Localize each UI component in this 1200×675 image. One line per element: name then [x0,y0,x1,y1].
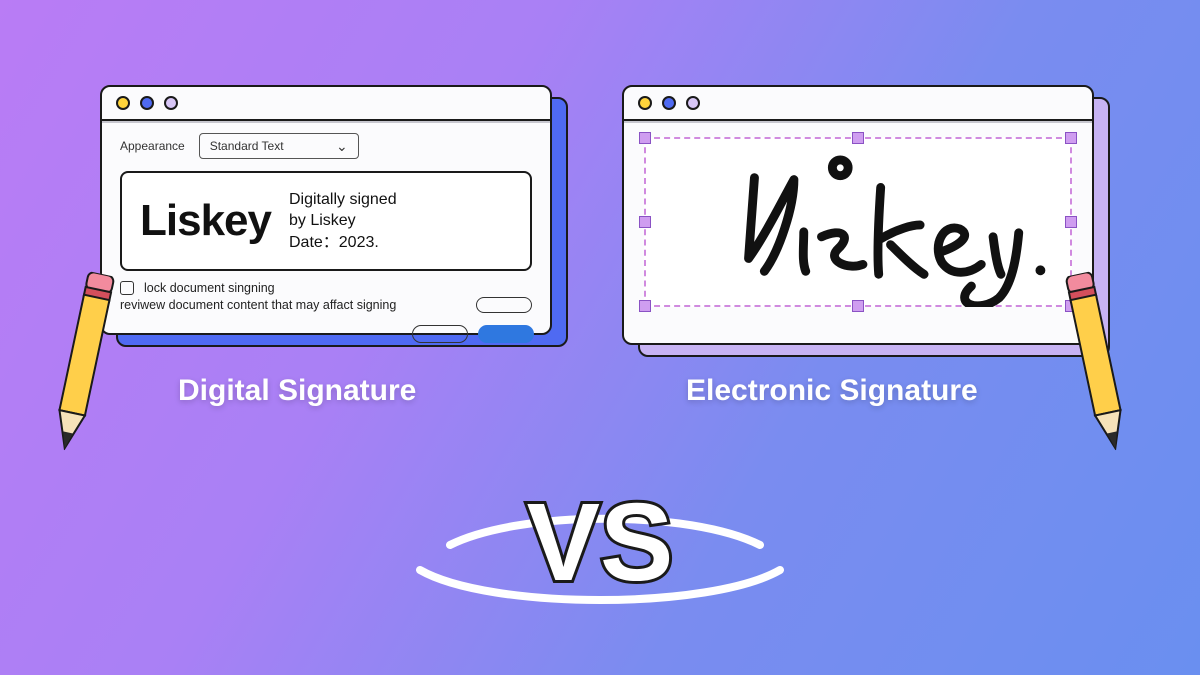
review-note: reviwew document content that may affact… [120,298,464,312]
signature-meta-line: Date：2023. [289,232,397,254]
traffic-light-blue-icon[interactable] [140,96,154,110]
dialog-actions [412,325,534,343]
electronic-signature-window [622,85,1094,345]
signature-meta: Digitally signed by Liskey Date：2023. [289,189,397,254]
lock-document-label: lock document singning [144,281,275,295]
pencil-icon [1062,270,1133,453]
vs-text: VS [527,481,674,604]
lock-document-checkbox[interactable] [120,281,134,295]
lock-document-row: lock document singning [120,281,464,295]
vs-graphic: VS [390,450,810,640]
handwritten-signature [646,139,1070,305]
traffic-light-lilac-icon[interactable] [686,96,700,110]
divider [624,121,1092,123]
appearance-select[interactable]: Standard Text ⌄ [199,133,359,159]
appearance-row: Appearance Standard Text ⌄ [102,123,550,167]
left-caption: Digital Signature [178,374,416,408]
review-pill[interactable] [476,297,532,313]
appearance-select-value: Standard Text [210,139,284,153]
traffic-light-yellow-icon[interactable] [638,96,652,110]
appearance-label: Appearance [120,139,185,153]
titlebar [102,87,550,121]
primary-button[interactable] [478,325,534,343]
signature-canvas[interactable] [644,137,1072,307]
signature-name: Liskey [140,196,271,246]
secondary-button[interactable] [412,325,468,343]
signature-meta-line: by Liskey [289,210,397,232]
chevron-down-icon: ⌄ [336,139,348,153]
pencil-icon [48,270,119,453]
titlebar [624,87,1092,121]
traffic-light-yellow-icon[interactable] [116,96,130,110]
signature-preview-box: Liskey Digitally signed by Liskey Date：2… [120,171,532,271]
digital-signature-window: Appearance Standard Text ⌄ Liskey Digita… [100,85,552,335]
right-caption: Electronic Signature [686,374,978,408]
signature-meta-line: Digitally signed [289,189,397,211]
options-area: lock document singning reviwew document … [102,271,550,313]
traffic-light-blue-icon[interactable] [662,96,676,110]
traffic-light-lilac-icon[interactable] [164,96,178,110]
